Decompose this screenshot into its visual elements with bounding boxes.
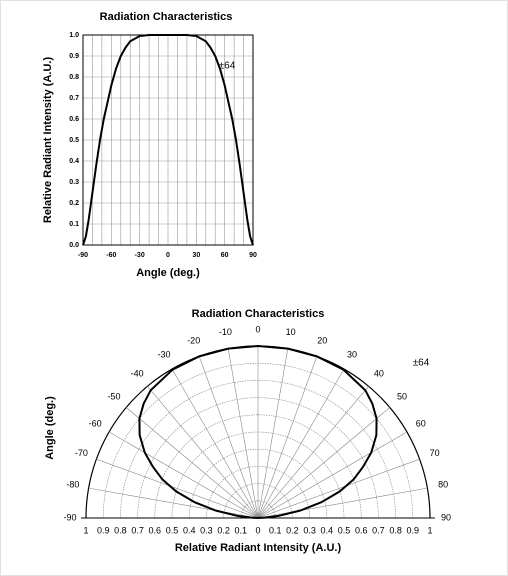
- theta-tick-label: 60: [416, 418, 426, 428]
- y-axis-label: Relative Radiant Intensity (A.U.): [42, 57, 54, 224]
- grid-spoke: [257, 407, 390, 519]
- r-tick-label: 0.2: [217, 525, 230, 535]
- x-tick-label: -30: [135, 252, 145, 259]
- chart-title: Radiation Characteristics: [100, 11, 233, 23]
- r-tick-label: 0.6: [149, 525, 162, 535]
- x-tick-label: 0: [166, 252, 170, 259]
- r-tick-label: 0.3: [303, 525, 316, 535]
- y-tick-label: 0.6: [69, 116, 79, 123]
- r-tick-label: 0.9: [97, 525, 110, 535]
- r-tick-label: 1: [83, 525, 88, 535]
- y-tick-label: 0.7: [69, 95, 79, 102]
- y-tick-label: 0.9: [69, 53, 79, 60]
- r-tick-label: 0.7: [131, 525, 144, 535]
- theta-tick-label: -80: [66, 480, 79, 490]
- y-tick-label: 0.8: [69, 74, 79, 81]
- y-tick-label: 0.4: [69, 158, 79, 165]
- r-tick-label: 0.4: [321, 525, 334, 535]
- r-tick-label: 0.5: [338, 525, 351, 535]
- r-tick-label: 0.6: [355, 525, 368, 535]
- theta-tick-label: 90: [441, 512, 451, 522]
- annotation: ±64: [219, 61, 236, 72]
- theta-tick-label: 20: [317, 336, 327, 346]
- theta-tick-label: -90: [63, 512, 76, 522]
- grid-spoke: [126, 407, 259, 519]
- r-tick-label: 0: [255, 525, 260, 535]
- r-tick-label: 0.8: [389, 525, 402, 535]
- x-axis-label: Relative Radiant Intensity (A.U.): [175, 542, 342, 554]
- theta-tick-label: 70: [430, 448, 440, 458]
- grid-spoke: [257, 356, 318, 519]
- r-tick-label: 0.1: [235, 525, 248, 535]
- theta-tick-label: 10: [286, 327, 296, 337]
- annotation: ±64: [413, 358, 430, 369]
- grid-spoke: [96, 458, 259, 519]
- r-tick-label: 0.3: [200, 525, 213, 535]
- y-tick-label: 0.0: [69, 242, 79, 249]
- theta-tick-label: -20: [187, 336, 200, 346]
- x-tick-label: -60: [106, 252, 116, 259]
- theta-tick-label: 40: [374, 368, 384, 378]
- x-tick-label: 30: [192, 252, 200, 259]
- y-tick-label: 0.2: [69, 200, 79, 207]
- r-tick-label: 0.8: [114, 525, 127, 535]
- r-tick-label: 0.5: [166, 525, 179, 535]
- r-tick-label: 0.9: [407, 525, 420, 535]
- theta-tick-label: -10: [219, 327, 232, 337]
- grid-spoke: [147, 386, 259, 519]
- grid-spoke: [257, 348, 289, 519]
- curve: [138, 344, 378, 519]
- x-tick-label: -90: [78, 252, 88, 259]
- curve: [82, 34, 254, 246]
- y-tick-label: 0.3: [69, 179, 79, 186]
- r-tick-label: 0.2: [286, 525, 299, 535]
- r-tick-label: 0.4: [183, 525, 196, 535]
- r-tick-label: 1: [427, 525, 432, 535]
- grid-spoke: [257, 386, 369, 519]
- grid-spoke: [198, 356, 259, 519]
- theta-tick-label: -50: [107, 392, 120, 402]
- theta-tick-label: 80: [438, 480, 448, 490]
- grid-spoke: [257, 431, 408, 519]
- theta-tick-label: 30: [347, 350, 357, 360]
- theta-tick-label: -30: [157, 350, 170, 360]
- y-axis-label: Angle (deg.): [44, 396, 56, 460]
- theta-tick-label: -70: [75, 448, 88, 458]
- grid-spoke: [171, 368, 259, 519]
- theta-tick-label: 0: [255, 324, 260, 334]
- x-axis-label: Angle (deg.): [136, 267, 200, 279]
- chart-title: Radiation Characteristics: [192, 308, 325, 320]
- grid-circle: [154, 414, 362, 519]
- r-tick-label: 0.7: [372, 525, 385, 535]
- theta-tick-label: -40: [131, 368, 144, 378]
- r-tick-label: 0.1: [269, 525, 282, 535]
- theta-tick-label: 50: [397, 392, 407, 402]
- theta-tick-label: -60: [89, 418, 102, 428]
- y-tick-label: 0.5: [69, 137, 79, 144]
- grid-spoke: [108, 431, 259, 519]
- x-tick-label: 90: [249, 252, 257, 259]
- grid-spoke: [257, 368, 345, 519]
- grid-spoke: [227, 348, 259, 519]
- y-tick-label: 1.0: [69, 32, 79, 39]
- y-tick-label: 0.1: [69, 221, 79, 228]
- grid-spoke: [257, 458, 420, 519]
- x-tick-label: 60: [221, 252, 229, 259]
